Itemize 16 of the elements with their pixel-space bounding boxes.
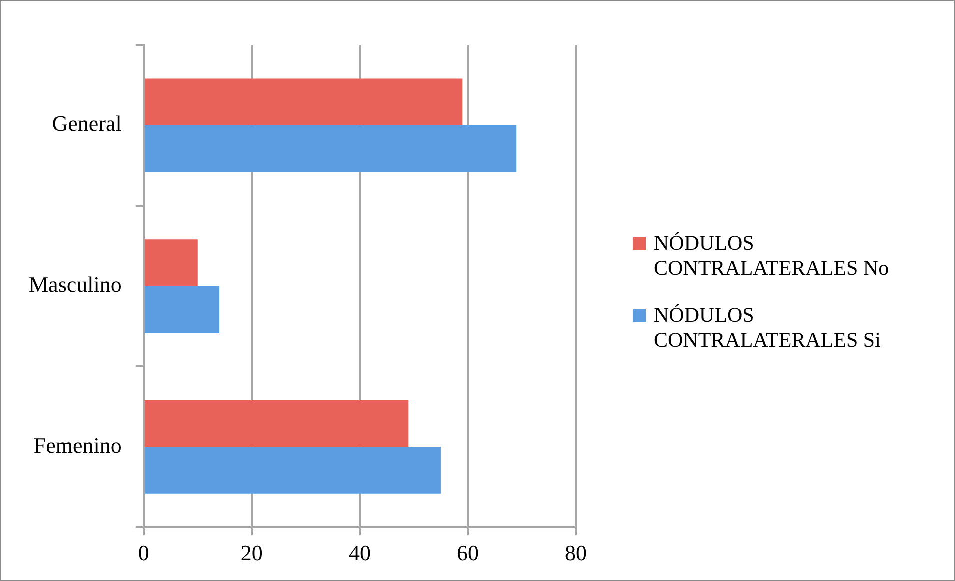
bar	[144, 286, 220, 333]
bar	[144, 78, 463, 126]
x-tick-label: 60	[456, 540, 479, 566]
bar	[144, 125, 517, 172]
x-tick-label: 20	[240, 540, 263, 566]
x-tick-label: 80	[565, 540, 587, 566]
y-tick-label: General	[52, 111, 122, 136]
legend-label: NÓDULOS CONTRALATERALES No	[654, 231, 890, 281]
bar	[144, 447, 441, 494]
x-tick-label: 40	[348, 540, 371, 566]
x-tick-label: 0	[138, 540, 150, 566]
y-tick-label: Femenino	[34, 432, 122, 458]
bar	[144, 240, 198, 286]
bar	[144, 400, 409, 448]
y-tick-label: Masculino	[28, 272, 122, 298]
legend-label: NÓDULOS CONTRALATERALES Si	[654, 303, 882, 353]
